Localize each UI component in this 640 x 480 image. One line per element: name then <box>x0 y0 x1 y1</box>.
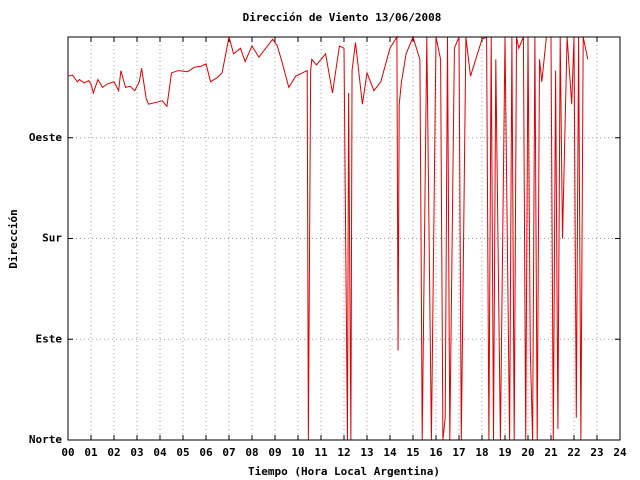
data-line <box>67 35 589 441</box>
x-tick-label: 12 <box>337 446 350 459</box>
x-tick-label: 10 <box>291 446 304 459</box>
x-tick-label: 19 <box>498 446 511 459</box>
x-tick-label: 22 <box>567 446 580 459</box>
x-tick-label: 21 <box>544 446 558 459</box>
x-tick-label: 15 <box>406 446 419 459</box>
y-tick-label: Oeste <box>29 131 62 144</box>
x-tick-label: 13 <box>360 446 373 459</box>
x-tick-label: 17 <box>452 446 465 459</box>
x-tick-label: 03 <box>130 446 143 459</box>
x-tick-label: 04 <box>153 446 167 459</box>
x-tick-label: 06 <box>199 446 213 459</box>
x-tick-label: 11 <box>314 446 328 459</box>
x-tick-label: 02 <box>107 446 120 459</box>
x-tick-label: 14 <box>383 446 397 459</box>
y-tick-label: Este <box>36 332 63 345</box>
chart-title: Dirección de Viento 13/06/2008 <box>243 11 442 24</box>
x-tick-label: 18 <box>475 446 488 459</box>
plot-frame <box>67 36 621 441</box>
x-tick-label: 01 <box>84 446 98 459</box>
y-tick-label: Sur <box>42 232 62 245</box>
x-tick-label: 16 <box>429 446 443 459</box>
x-tick-label: 05 <box>176 446 189 459</box>
x-axis-label: Tiempo (Hora Local Argentina) <box>248 465 440 478</box>
x-tick-label: 00 <box>61 446 74 459</box>
x-tick-label: 07 <box>222 446 235 459</box>
x-tick-label: 20 <box>521 446 534 459</box>
x-tick-label: 08 <box>245 446 258 459</box>
x-tick-label: 23 <box>590 446 603 459</box>
y-axis-label: Dirección <box>7 209 20 269</box>
y-tick-label: Norte <box>29 433 62 446</box>
x-tick-label: 24 <box>613 446 627 459</box>
x-tick-label: 09 <box>268 446 281 459</box>
